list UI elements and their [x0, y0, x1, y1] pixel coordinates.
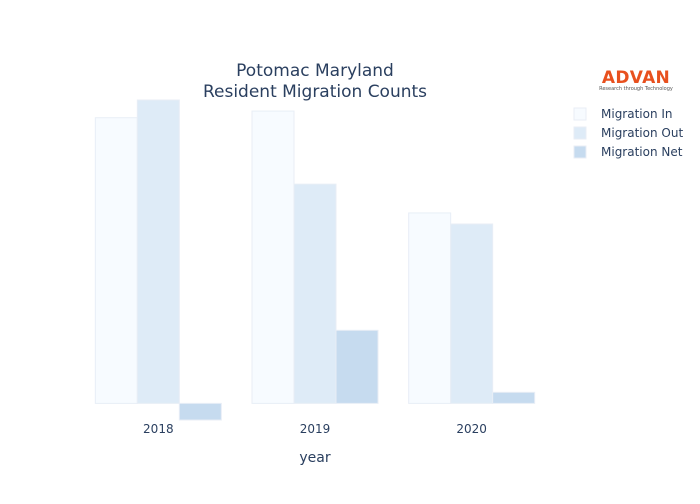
chart-title-line-2: Resident Migration Counts	[203, 82, 427, 102]
bar-migration-net-2020[interactable]	[492, 391, 536, 404]
legend[interactable]: Migration In Migration Out Migration Net	[573, 107, 683, 159]
svg-text:ADVAN: ADVAN	[602, 68, 670, 88]
advan-logo: ADVAN Research through Technology	[599, 68, 673, 92]
bars-layer	[94, 99, 536, 421]
bar-migration-in-2018[interactable]	[94, 117, 138, 404]
legend-label: Migration In	[601, 107, 673, 121]
svg-text:Research through Technology: Research through Technology	[599, 86, 673, 92]
x-axis-title: year	[299, 450, 330, 466]
bar-migration-net-2019[interactable]	[335, 329, 379, 404]
legend-label: Migration Out	[601, 126, 683, 140]
legend-swatch	[573, 145, 587, 159]
chart-title-line-1: Potomac Maryland	[236, 61, 394, 81]
legend-item-migration-in[interactable]: Migration In	[573, 107, 673, 121]
legend-swatch	[573, 107, 587, 121]
legend-label: Migration Net	[601, 145, 683, 159]
bar-migration-in-2019[interactable]	[251, 110, 295, 404]
bar-migration-out-2018[interactable]	[136, 99, 180, 404]
legend-swatch	[573, 126, 587, 140]
x-tick-label-2018: 2018	[143, 422, 174, 436]
legend-item-migration-out[interactable]: Migration Out	[573, 126, 683, 140]
x-tick-label-2019: 2019	[300, 422, 331, 436]
bar-migration-net-2018[interactable]	[178, 402, 222, 421]
bar-migration-in-2020[interactable]	[408, 212, 452, 404]
bar-migration-out-2020[interactable]	[450, 223, 494, 404]
x-tick-label-2020: 2020	[456, 422, 487, 436]
legend-item-migration-net[interactable]: Migration Net	[573, 145, 683, 159]
bar-migration-out-2019[interactable]	[293, 183, 337, 404]
x-tick-labels: 2018 2019 2020	[143, 422, 487, 436]
